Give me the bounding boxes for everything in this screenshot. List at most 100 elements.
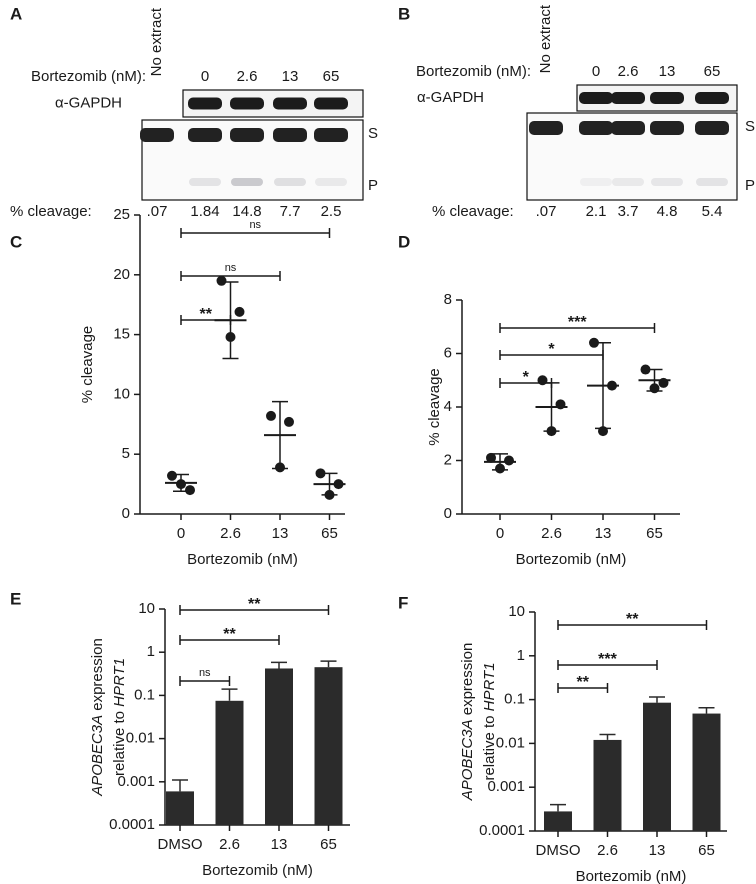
x-tick-label: 65 xyxy=(321,525,338,542)
cleavage-value: 14.8 xyxy=(232,203,261,220)
product-band xyxy=(696,178,728,186)
y-tick-label: 15 xyxy=(113,326,130,343)
data-point xyxy=(640,364,651,375)
data-point xyxy=(185,485,195,496)
y-tick-label: 25 xyxy=(113,206,130,223)
data-point xyxy=(234,306,245,317)
x-tick-label: 13 xyxy=(272,525,289,542)
band-label: S xyxy=(368,125,378,142)
panel-label: E xyxy=(10,589,21,608)
y-axis-title-part: HPRT1 xyxy=(111,658,128,707)
cleavage-value: 1.84 xyxy=(190,203,219,220)
y-tick-label: 0.001 xyxy=(487,778,525,795)
blot-band xyxy=(650,92,684,104)
cleavage-value: 2.1 xyxy=(586,203,607,220)
y-axis-title-part: APOBEC3A xyxy=(459,719,476,801)
lane-label: 0 xyxy=(592,63,600,80)
significance-label: ns xyxy=(225,262,237,274)
y-tick-label: 0.01 xyxy=(126,730,155,747)
significance-label: * xyxy=(548,341,555,358)
x-tick-label: 65 xyxy=(698,842,715,859)
blot-band xyxy=(314,97,348,110)
significance-bracket xyxy=(557,620,708,630)
y-axis-title-part: relative to xyxy=(111,707,128,776)
x-tick-label: 13 xyxy=(271,836,288,853)
y-tick-label: 10 xyxy=(138,600,155,617)
data-point xyxy=(315,468,326,479)
y-axis-title: % cleavage xyxy=(426,368,443,446)
significance-bracket xyxy=(557,660,658,670)
cleavage-value: 4.8 xyxy=(657,203,678,220)
bar xyxy=(643,702,671,831)
significance-label: ns xyxy=(249,219,261,231)
cleavage-value: .07 xyxy=(147,203,168,220)
significance-bracket xyxy=(499,378,553,388)
y-tick-label: 8 xyxy=(444,291,452,308)
substrate-band xyxy=(188,128,222,142)
lane-label: 65 xyxy=(323,68,340,85)
significance-bracket xyxy=(499,350,604,360)
significance-label: *** xyxy=(568,314,587,331)
y-axis-title: APOBEC3A expression xyxy=(89,638,106,797)
substrate-band xyxy=(140,128,174,142)
substrate-band xyxy=(273,128,307,142)
blot-band xyxy=(273,97,307,110)
y-tick-label: 0.1 xyxy=(504,691,525,708)
error-bar xyxy=(221,688,238,701)
y-tick-label: 0.0001 xyxy=(479,822,525,839)
significance-bracket xyxy=(179,605,330,615)
y-axis-title: relative to HPRT1 xyxy=(481,662,498,780)
y-tick-label: 2 xyxy=(444,451,452,468)
error-bar xyxy=(698,707,715,714)
substrate-band xyxy=(650,121,684,135)
band-label: S xyxy=(745,118,755,135)
x-axis-title: Bortezomib (nM) xyxy=(516,551,627,568)
x-tick-label: DMSO xyxy=(536,842,581,859)
significance-bracket xyxy=(499,323,656,333)
y-tick-label: 0.0001 xyxy=(109,816,155,833)
panel-label: C xyxy=(10,232,22,251)
x-axis-title: Bortezomib (nM) xyxy=(202,862,313,879)
data-point xyxy=(504,455,514,466)
substrate-band xyxy=(611,121,645,135)
significance-label: ** xyxy=(577,674,590,691)
y-tick-label: 20 xyxy=(113,266,130,283)
x-tick-label: 13 xyxy=(649,842,666,859)
bar xyxy=(544,811,572,831)
significance-bracket xyxy=(180,228,331,238)
significance-label: ** xyxy=(248,596,261,613)
y-tick-label: 1 xyxy=(147,643,155,660)
y-tick-label: 0.1 xyxy=(134,686,155,703)
significance-label: ns xyxy=(199,667,211,679)
x-tick-label: 13 xyxy=(595,525,612,542)
y-axis-title-part: expression xyxy=(89,638,106,715)
significance-label: ** xyxy=(200,306,213,323)
product-band xyxy=(141,178,173,186)
significance-label: ** xyxy=(626,611,639,628)
band-label: P xyxy=(368,177,378,194)
data-point xyxy=(167,470,177,481)
y-tick-label: 0 xyxy=(444,505,452,522)
y-axis-title-part: relative to xyxy=(481,711,498,780)
control-lane-label: No extract xyxy=(148,7,165,76)
y-tick-label: 6 xyxy=(444,344,452,361)
bar xyxy=(593,739,622,831)
panel-label: D xyxy=(398,232,410,251)
x-tick-label: 0 xyxy=(177,525,185,542)
product-band xyxy=(315,178,347,186)
significance-bracket xyxy=(557,683,609,693)
x-tick-label: 2.6 xyxy=(597,842,618,859)
substrate-band xyxy=(230,128,264,142)
significance-bracket xyxy=(179,635,280,645)
error-bar xyxy=(320,660,337,668)
data-point xyxy=(589,337,599,348)
bar xyxy=(265,668,293,825)
error-bar xyxy=(172,779,188,792)
y-tick-label: 0 xyxy=(122,505,130,522)
cleavage-value: 7.7 xyxy=(280,203,301,220)
significance-label: * xyxy=(523,369,530,386)
product-band xyxy=(189,178,221,186)
substrate-band xyxy=(529,121,563,135)
y-tick-label: 5 xyxy=(122,445,130,462)
y-tick-label: 1 xyxy=(517,647,525,664)
